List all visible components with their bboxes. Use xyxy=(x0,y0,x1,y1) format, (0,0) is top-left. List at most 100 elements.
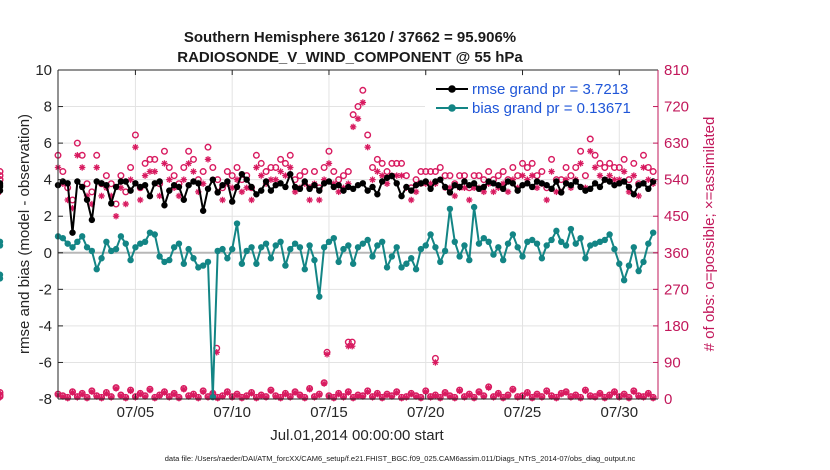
bias-point xyxy=(509,231,517,238)
x-tick-label: 07/10 xyxy=(213,404,251,421)
possible-obs-marker xyxy=(369,163,377,171)
assimilated-obs-marker xyxy=(175,394,183,402)
rmse-point xyxy=(490,180,497,187)
possible-obs-marker xyxy=(301,168,309,176)
y-right-tick-label: 450 xyxy=(664,208,689,225)
assimilated-obs-stroke xyxy=(452,193,458,199)
bias-point xyxy=(393,244,400,251)
rmse-point xyxy=(466,181,473,189)
rmse-point xyxy=(577,183,584,191)
bias-point xyxy=(504,240,512,247)
rmse-point xyxy=(611,181,618,189)
rmse-point xyxy=(345,183,352,191)
rmse-point xyxy=(282,183,289,191)
assimilated-obs-marker xyxy=(306,386,313,393)
rmse-point xyxy=(417,180,425,187)
possible-obs-marker xyxy=(262,168,270,176)
assimilated-obs-marker xyxy=(74,394,81,401)
possible-obs-marker xyxy=(528,159,536,167)
bias-point xyxy=(272,242,279,249)
assimilated-obs-marker xyxy=(93,164,100,171)
assimilated-obs-marker xyxy=(369,394,376,401)
rmse-point xyxy=(316,187,323,194)
tick-labels: 07/05 07/10 07/15 07/20 07/25 07/30 -8 -6 -4 -2 0 2… xyxy=(35,62,689,421)
assimilated-obs-marker xyxy=(190,391,197,399)
bias-point xyxy=(582,255,589,262)
x-tick-label: 07/05 xyxy=(117,404,155,421)
possible-obs-marker xyxy=(577,147,585,155)
bias-point xyxy=(432,244,439,251)
assimilated-obs-stroke xyxy=(306,197,313,203)
bias-point xyxy=(146,229,154,236)
assimilated-obs-marker xyxy=(156,192,163,200)
assimilated-obs-stroke xyxy=(195,395,202,401)
assimilated-obs-marker xyxy=(466,196,473,204)
rmse-point xyxy=(287,170,294,178)
possible-obs-marker xyxy=(165,163,173,171)
assimilated-obs-stroke xyxy=(273,176,279,183)
chart-title-line2: RADIOSONDE_V_WIND_COMPONENT @ 55 hPa xyxy=(177,49,523,66)
rmse-point xyxy=(209,176,217,183)
assimilated-obs-stroke xyxy=(161,160,168,167)
bias-point xyxy=(640,258,647,266)
assimilated-obs-stroke xyxy=(423,388,429,395)
bias-point xyxy=(320,244,328,251)
rmse-point xyxy=(122,178,129,185)
bias-point xyxy=(88,247,96,255)
assimilated-obs-marker xyxy=(320,380,328,387)
rmse-point xyxy=(0,187,4,194)
assimilated-obs-marker xyxy=(596,390,604,398)
assimilated-obs-stroke xyxy=(432,393,439,399)
bias-point xyxy=(267,255,275,262)
assimilated-obs-stroke xyxy=(529,395,535,401)
rmse-point xyxy=(320,180,328,187)
possible-obs-marker xyxy=(281,159,289,167)
assimilated-obs-stroke xyxy=(152,168,158,175)
bias-point xyxy=(466,256,473,264)
bias-point xyxy=(601,236,608,244)
bias-point xyxy=(127,256,134,264)
bias-point xyxy=(562,242,570,249)
assimilated-obs-stroke xyxy=(447,185,453,191)
assimilated-obs-marker xyxy=(577,394,584,402)
bias-point xyxy=(156,253,163,260)
possible-obs-marker xyxy=(446,172,454,180)
rmse-point xyxy=(606,178,613,185)
assimilated-obs-stroke xyxy=(185,393,192,400)
bias-point xyxy=(151,231,158,238)
assimilated-obs-marker xyxy=(340,394,347,401)
legend: rmse grand pr = 3.7213 bias grand pr = 0… xyxy=(425,76,653,120)
assimilated-obs-stroke xyxy=(64,395,71,401)
rmse-point xyxy=(645,185,652,193)
rmse-point xyxy=(567,181,575,189)
rmse-point xyxy=(456,183,463,191)
rmse-point xyxy=(243,176,250,183)
assimilated-obs-stroke xyxy=(447,393,453,400)
possible-obs-marker xyxy=(398,159,406,167)
rmse-point xyxy=(291,183,299,191)
assimilated-obs-marker xyxy=(378,172,386,179)
bias-point xyxy=(335,258,342,266)
bias-point xyxy=(291,240,299,247)
rmse-point xyxy=(374,191,381,198)
assimilated-obs-marker xyxy=(466,391,473,399)
possible-obs-marker xyxy=(141,159,149,167)
assimilated-obs-stroke xyxy=(369,176,376,183)
rmse-point xyxy=(620,178,628,185)
x-tick-label: 07/25 xyxy=(504,404,542,421)
y-right-tick-label: 270 xyxy=(664,281,689,298)
rmse-point xyxy=(180,196,188,203)
assimilated-obs-stroke xyxy=(631,172,637,179)
possible-obs-marker xyxy=(146,155,154,163)
possible-obs-marker xyxy=(373,155,381,163)
possible-obs-marker xyxy=(209,163,217,171)
assimilated-obs-marker xyxy=(141,172,149,179)
assimilated-obs-marker xyxy=(112,385,120,392)
rmse-point xyxy=(616,180,623,187)
bias-point xyxy=(98,255,105,262)
assimilated-obs-marker xyxy=(606,172,613,179)
bias-point xyxy=(253,260,260,267)
assimilated-obs-stroke xyxy=(374,391,381,397)
rmse-point xyxy=(451,181,458,189)
assimilated-obs-marker xyxy=(611,389,618,396)
